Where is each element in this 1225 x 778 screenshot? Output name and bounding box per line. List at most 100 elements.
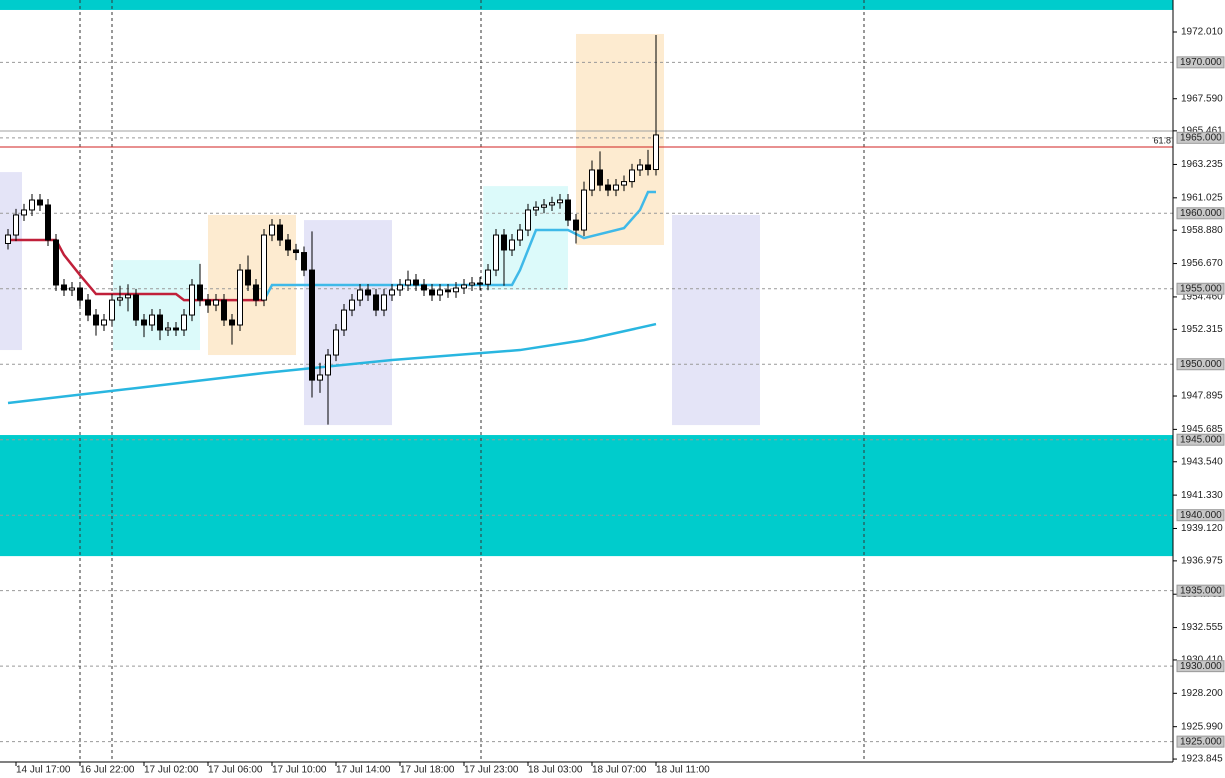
candle-body	[509, 239, 515, 251]
candle-body	[405, 279, 411, 286]
candle-body	[261, 234, 267, 301]
candle-body	[549, 202, 555, 206]
candle-body	[117, 297, 123, 301]
level-label-box	[1176, 433, 1225, 446]
x-tick-label: 16 Jul 22:00	[80, 765, 135, 776]
y-tick-label: 1972.010	[1181, 27, 1223, 38]
candle-body	[605, 184, 611, 191]
x-tick-label: 17 Jul 14:00	[336, 765, 391, 776]
candle-body	[413, 279, 419, 286]
level-label-box	[1176, 660, 1225, 673]
candle-body	[565, 199, 571, 221]
candle-body	[645, 164, 651, 171]
candle-body	[13, 214, 19, 236]
candle-body	[133, 294, 139, 321]
y-tick-label: 1967.590	[1181, 93, 1223, 104]
candle-body	[93, 314, 99, 326]
y-tick-label: 1930.410	[1181, 655, 1223, 666]
y-tick-label: 1956.670	[1181, 258, 1223, 269]
level-label: 1970.000	[1180, 57, 1222, 68]
candle-body	[277, 224, 283, 241]
candle-body	[213, 299, 219, 306]
level-label-box	[1176, 56, 1225, 69]
level-label: 1965.000	[1180, 132, 1222, 143]
candle-body	[613, 184, 619, 191]
candle-body	[429, 289, 435, 296]
candle-body	[389, 289, 395, 296]
level-label: 1955.000	[1180, 283, 1222, 294]
candle-body	[245, 269, 251, 286]
level-label: 1945.000	[1180, 434, 1222, 445]
candle-body	[461, 284, 467, 289]
candle-body	[221, 299, 227, 321]
candle-body	[21, 209, 27, 216]
session-box	[672, 214, 760, 426]
y-tick-label: 1958.880	[1181, 225, 1223, 236]
candle-body	[317, 374, 323, 381]
session-box	[304, 220, 392, 426]
candle-body	[573, 219, 579, 231]
y-tick-label: 1932.555	[1181, 622, 1223, 633]
candle-body	[5, 234, 11, 244]
candle-body	[637, 164, 643, 171]
fib-label: 61.8	[1153, 135, 1171, 145]
zone	[0, 435, 1173, 557]
candle-body	[397, 284, 403, 291]
candle-body	[77, 287, 83, 301]
x-tick-label: 14 Jul 17:00	[16, 765, 71, 776]
candle-body	[269, 224, 275, 236]
candle-body	[205, 299, 211, 306]
candle-body	[165, 327, 171, 331]
y-tick-label: 1928.200	[1181, 688, 1223, 699]
candle-body	[381, 294, 387, 311]
candle-body	[293, 249, 299, 254]
candle-body	[85, 299, 91, 316]
level-label-box	[1176, 207, 1225, 220]
level-label: 1950.000	[1180, 359, 1222, 370]
indicator-line	[7, 322, 657, 405]
candle-body	[469, 282, 475, 286]
level-label: 1960.000	[1180, 208, 1222, 219]
candle-body	[197, 284, 203, 301]
candle-body	[125, 294, 131, 299]
candle-body	[477, 282, 483, 285]
y-tick-label: 1925.990	[1181, 721, 1223, 732]
y-tick-label: 1965.461	[1181, 125, 1223, 136]
y-tick-label: 1954.460	[1181, 292, 1223, 303]
candle-body	[533, 206, 539, 211]
candle-body	[581, 189, 587, 231]
session-box	[0, 172, 22, 351]
x-tick-label: 18 Jul 07:00	[592, 765, 647, 776]
y-tick-label: 1963.235	[1181, 159, 1223, 170]
y-tick-label: 1923.845	[1181, 754, 1223, 765]
candle-body	[237, 269, 243, 326]
candle-body	[365, 289, 371, 296]
x-tick-label: 17 Jul 18:00	[400, 765, 455, 776]
candle-body	[501, 234, 507, 251]
y-tick-label: 1952.315	[1181, 324, 1223, 335]
x-tick-label: 17 Jul 06:00	[208, 765, 263, 776]
candle-body	[541, 204, 547, 208]
session-box	[113, 260, 200, 351]
candle-body	[229, 319, 235, 326]
x-tick-label: 17 Jul 02:00	[144, 765, 199, 776]
y-tick-label: 1939.120	[1181, 523, 1223, 534]
candle-body	[37, 199, 43, 206]
candle-body	[621, 181, 627, 186]
y-tick-label: 1947.895	[1181, 391, 1223, 402]
x-tick-label: 17 Jul 23:00	[464, 765, 519, 776]
y-tick-label: 1961.025	[1181, 192, 1223, 203]
candle-body	[181, 314, 187, 331]
time-axis	[0, 762, 1173, 778]
candle-body	[589, 169, 595, 191]
candle-body	[517, 229, 523, 241]
candle-body	[285, 239, 291, 251]
candle-body	[309, 269, 315, 381]
candle-body	[61, 284, 67, 291]
y-tick-label: 1945.685	[1181, 424, 1223, 435]
candle-body	[373, 294, 379, 311]
level-label-box	[1176, 584, 1225, 597]
candle-body	[349, 299, 355, 311]
candle-body	[173, 327, 179, 331]
